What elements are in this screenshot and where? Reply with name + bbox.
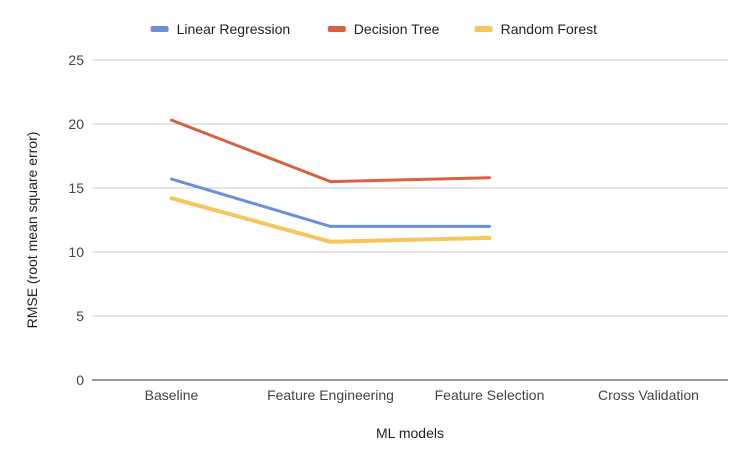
legend-label-random-forest: Random Forest: [501, 21, 598, 37]
series-line-linear-regression: [170, 177, 491, 228]
legend-label-linear-regression: Linear Regression: [177, 21, 291, 37]
x-tick-label: Baseline: [145, 387, 199, 403]
series-line-decision-tree: [170, 118, 491, 184]
x-tick-label: Feature Engineering: [267, 387, 394, 403]
legend-label-decision-tree: Decision Tree: [354, 21, 440, 37]
legend-swatch-decision-tree: [327, 26, 346, 32]
y-axis-title: RMSE (root mean square error): [24, 132, 40, 329]
legend-swatch-linear-regression: [150, 26, 169, 32]
y-axis-tick-labels: 0 5 10 15 20 25: [68, 52, 84, 388]
y-tick-label: 25: [68, 52, 84, 68]
grid-lines: [92, 59, 728, 381]
x-tick-label: Feature Selection: [435, 387, 545, 403]
x-axis-title: ML models: [376, 425, 444, 441]
y-tick-label: 5: [76, 308, 84, 324]
y-tick-label: 20: [68, 116, 84, 132]
legend: Linear Regression Decision Tree Random For…: [150, 21, 598, 37]
legend-swatch-random-forest: [474, 26, 493, 32]
series-line-random-forest: [169, 196, 492, 244]
y-tick-label: 10: [68, 244, 84, 260]
y-tick-label: 15: [68, 180, 84, 196]
x-axis-tick-labels: Baseline Feature Engineering Feature Selec…: [145, 387, 699, 403]
series-lines: [169, 118, 492, 244]
y-tick-label: 0: [76, 372, 84, 388]
x-tick-label: Cross Validation: [598, 387, 699, 403]
